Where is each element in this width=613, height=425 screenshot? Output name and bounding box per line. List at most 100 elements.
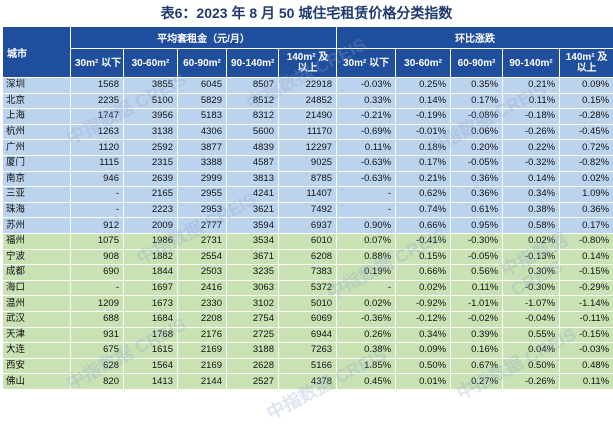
rent-cell: 9025 [279, 155, 337, 171]
change-cell: 0.36% [560, 202, 613, 218]
change-cell: -0.01% [396, 124, 451, 140]
rent-cell: 6010 [279, 233, 337, 249]
change-cell: 0.72% [560, 140, 613, 156]
city-cell: 西安 [3, 358, 71, 374]
rent-cell: 6069 [279, 311, 337, 327]
change-cell: 0.34% [503, 187, 560, 203]
col-header-change-4: 90-140m² [503, 49, 560, 78]
rent-cell: 8512 [227, 93, 279, 109]
change-cell: -0.15% [560, 327, 613, 343]
rent-cell: 4587 [227, 155, 279, 171]
change-cell: 0.35% [451, 78, 503, 94]
table-header: 城市 平均套租金（元/月） 环比涨跌 30m² 以下 30-60m² 60-90… [3, 27, 613, 78]
rent-cell: - [71, 280, 124, 296]
change-cell: -0.03% [560, 343, 613, 359]
rent-cell: 2330 [178, 296, 227, 312]
city-cell: 深圳 [3, 78, 71, 94]
change-cell: 0.17% [560, 218, 613, 234]
change-cell: -0.28% [560, 109, 613, 125]
rent-cell: 11170 [279, 124, 337, 140]
change-cell: 0.09% [560, 78, 613, 94]
change-cell: -0.29% [560, 280, 613, 296]
change-cell: -0.18% [503, 109, 560, 125]
rent-cell: 675 [71, 343, 124, 359]
group-header-change: 环比涨跌 [337, 27, 613, 49]
rent-cell: 5372 [279, 280, 337, 296]
rent-cell: 1673 [124, 296, 178, 312]
change-cell: 1.85% [337, 358, 396, 374]
change-cell: 0.14% [396, 93, 451, 109]
change-cell: 0.15% [396, 249, 451, 265]
city-cell: 北京 [3, 93, 71, 109]
change-cell: 0.90% [337, 218, 396, 234]
rent-cell: 6937 [279, 218, 337, 234]
rent-cell: 6045 [178, 78, 227, 94]
col-header-rent-5: 140m² 及以上 [279, 49, 337, 78]
rent-cell: 2777 [178, 218, 227, 234]
change-cell: 0.55% [503, 327, 560, 343]
rent-cell: 628 [71, 358, 124, 374]
rent-cell: 5829 [178, 93, 227, 109]
city-cell: 成都 [3, 265, 71, 281]
rent-cell: 8507 [227, 78, 279, 94]
rent-cell: 3621 [227, 202, 279, 218]
rent-cell: 2416 [178, 280, 227, 296]
rent-cell: 5100 [124, 93, 178, 109]
rent-cell: 2754 [227, 311, 279, 327]
col-header-rent-3: 60-90m² [178, 49, 227, 78]
change-cell: 0.22% [503, 140, 560, 156]
col-header-change-1: 30m² 以下 [337, 49, 396, 78]
city-cell: 厦门 [3, 155, 71, 171]
change-cell: 0.16% [451, 343, 503, 359]
change-cell: 0.11% [337, 140, 396, 156]
rent-cell: 3235 [227, 265, 279, 281]
rent-cell: 3188 [227, 343, 279, 359]
change-cell: 0.61% [451, 202, 503, 218]
change-cell: -0.45% [560, 124, 613, 140]
rent-cell: 931 [71, 327, 124, 343]
change-cell: 0.14% [503, 171, 560, 187]
rent-cell: 12297 [279, 140, 337, 156]
rent-cell: 2315 [124, 155, 178, 171]
change-cell: -0.30% [503, 280, 560, 296]
rent-cell: 2955 [178, 187, 227, 203]
rent-cell: 11407 [279, 187, 337, 203]
change-cell: 0.25% [396, 78, 451, 94]
table-title: 表6：2023 年 8 月 50 城住宅租赁价格分类指数 [0, 0, 613, 26]
change-cell: -0.26% [503, 374, 560, 390]
change-cell: 0.50% [503, 358, 560, 374]
change-cell: -0.80% [560, 233, 613, 249]
rent-cell: 2503 [178, 265, 227, 281]
change-cell: 0.95% [451, 218, 503, 234]
change-cell: -0.15% [560, 265, 613, 281]
rent-cell: 2999 [178, 171, 227, 187]
change-cell: 0.21% [503, 78, 560, 94]
rent-cell: 1844 [124, 265, 178, 281]
rent-cell: 3138 [124, 124, 178, 140]
change-cell: -0.04% [503, 311, 560, 327]
change-cell: -0.02% [451, 311, 503, 327]
change-cell: 0.26% [337, 327, 396, 343]
change-cell: 0.15% [560, 93, 613, 109]
city-cell: 宁波 [3, 249, 71, 265]
rent-cell: 2953 [178, 202, 227, 218]
rent-cell: 2725 [227, 327, 279, 343]
city-cell: 珠海 [3, 202, 71, 218]
change-cell: 0.62% [396, 187, 451, 203]
rent-cell: 2009 [124, 218, 178, 234]
rent-cell: 1120 [71, 140, 124, 156]
change-cell: 0.01% [396, 374, 451, 390]
change-cell: 0.56% [451, 265, 503, 281]
change-cell: 0.11% [503, 93, 560, 109]
rent-cell: 3594 [227, 218, 279, 234]
change-cell: 0.02% [560, 171, 613, 187]
